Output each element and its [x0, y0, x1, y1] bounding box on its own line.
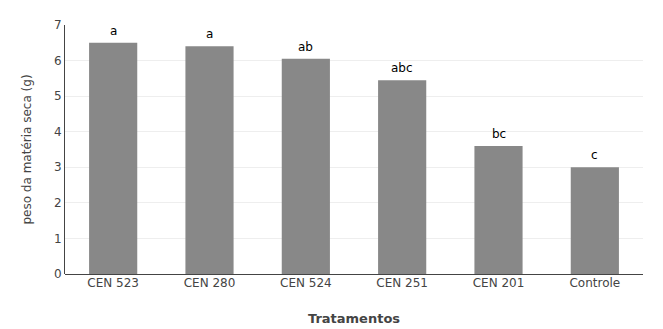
svg-text:a: a	[206, 27, 213, 41]
svg-text:bc: bc	[492, 127, 506, 141]
svg-text:CEN 524: CEN 524	[280, 276, 332, 290]
svg-text:2: 2	[54, 196, 62, 210]
svg-text:0: 0	[54, 267, 62, 281]
svg-text:CEN 201: CEN 201	[473, 276, 525, 290]
svg-text:1: 1	[54, 232, 62, 246]
svg-text:a: a	[110, 24, 117, 38]
svg-text:5: 5	[54, 89, 62, 103]
svg-text:abc: abc	[391, 61, 413, 75]
svg-text:ab: ab	[298, 40, 313, 54]
svg-text:CEN 280: CEN 280	[184, 276, 236, 290]
svg-text:peso da matéria seca (g): peso da matéria seca (g)	[20, 74, 34, 224]
svg-text:Tratamentos: Tratamentos	[308, 311, 400, 326]
svg-text:3: 3	[54, 160, 62, 174]
svg-text:CEN 523: CEN 523	[87, 276, 139, 290]
svg-text:CEN 251: CEN 251	[376, 276, 428, 290]
svg-text:6: 6	[54, 54, 62, 68]
svg-text:7: 7	[54, 18, 62, 32]
svg-text:Controle: Controle	[569, 276, 620, 290]
svg-text:c: c	[591, 148, 598, 162]
svg-text:4: 4	[54, 125, 62, 139]
